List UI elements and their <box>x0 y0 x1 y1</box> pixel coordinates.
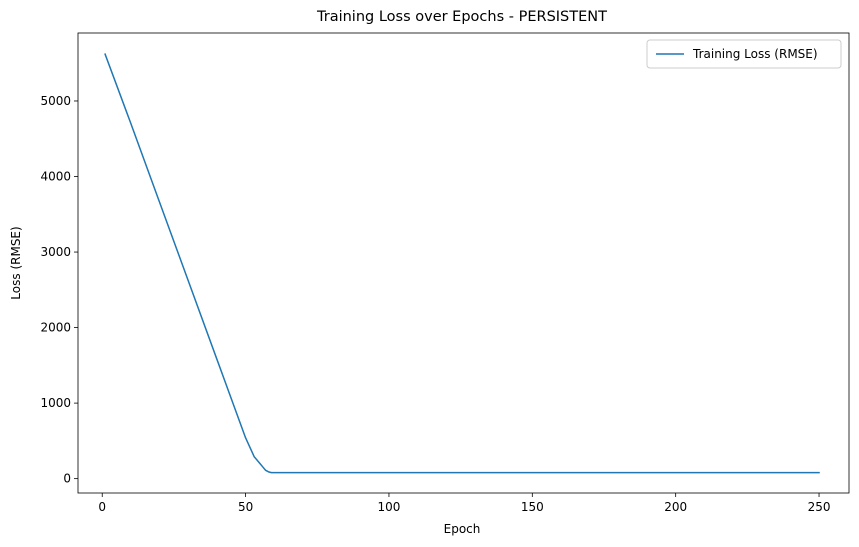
y-tick-label: 4000 <box>40 170 71 184</box>
y-axis-ticks: 0 1000 2000 3000 4000 5000 <box>40 94 78 486</box>
x-tick-label: 0 <box>98 500 106 514</box>
legend-label: Training Loss (RMSE) <box>692 47 818 61</box>
y-tick-label: 5000 <box>40 94 71 108</box>
chart-title: Training Loss over Epochs - PERSISTENT <box>316 9 607 25</box>
y-tick-label: 1000 <box>40 396 71 410</box>
x-axis-label: Epoch <box>444 522 481 536</box>
y-tick-label: 3000 <box>40 245 71 259</box>
plot-area <box>78 33 849 493</box>
y-tick-label: 2000 <box>40 321 71 335</box>
series-layer <box>104 53 820 474</box>
legend-box <box>646 39 842 69</box>
legend: Training Loss (RMSE) <box>646 39 842 69</box>
series-line-0 <box>104 53 820 474</box>
x-tick-label: 50 <box>238 500 253 514</box>
x-tick-label: 250 <box>808 500 831 514</box>
x-axis-ticks: 0 50 100 150 200 250 <box>98 493 830 514</box>
x-tick-label: 200 <box>664 500 687 514</box>
plot-frame <box>77 32 850 494</box>
y-axis-label: Loss (RMSE) <box>9 226 23 299</box>
x-tick-label: 150 <box>521 500 544 514</box>
x-tick-label: 100 <box>377 500 400 514</box>
y-tick-label: 0 <box>63 472 71 486</box>
